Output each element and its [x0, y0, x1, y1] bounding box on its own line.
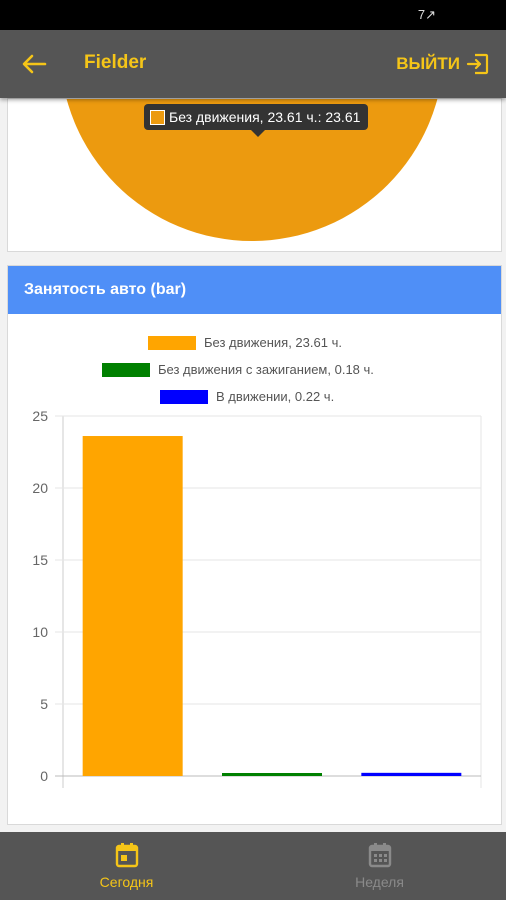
logout-icon — [466, 53, 489, 75]
y-tick-label: 15 — [32, 552, 48, 568]
bar-card-title: Занятость авто (bar) — [24, 281, 187, 298]
logout-button[interactable]: ВЫЙТИ — [396, 48, 490, 80]
legend-label-idle: Без движения, 23.61 ч. — [204, 335, 342, 350]
y-tick-label: 10 — [32, 624, 48, 640]
legend-item-moving[interactable]: В движении, 0.22 ч. — [160, 389, 334, 404]
arrow-left-icon — [22, 54, 47, 74]
nav-today-label: Сегодня — [99, 874, 154, 890]
calendar-week-icon — [368, 843, 391, 868]
legend-label-moving: В движении, 0.22 ч. — [216, 389, 335, 404]
legend-swatch-moving — [160, 389, 208, 404]
tooltip-arrow — [251, 130, 265, 137]
bottom-nav: Сегодня Неделя — [0, 832, 506, 900]
legend-item-idle[interactable]: Без движения, 23.61 ч. — [148, 335, 342, 350]
pie-chart-card: Без движения, 23.61 ч.: 23.61 — [7, 98, 502, 252]
y-tick-label: 20 — [32, 480, 48, 496]
back-button[interactable] — [16, 48, 52, 80]
nav-week[interactable]: Неделя — [253, 832, 506, 900]
nav-today[interactable]: Сегодня — [0, 832, 253, 900]
app-title: Fielder — [84, 52, 147, 73]
y-tick-label: 5 — [40, 696, 48, 712]
y-tick-label: 25 — [32, 408, 48, 424]
tooltip-text: Без движения, 23.61 ч.: 23.61 — [169, 109, 361, 125]
legend-swatch-idle-ignition — [102, 362, 150, 377]
bar-chart: 0 5 10 15 20 25 — [32, 408, 482, 788]
status-bar: 7↗ — [0, 0, 506, 30]
bar-chart-card: Занятость авто (bar) Без движения, 23.61… — [7, 265, 502, 825]
status-icons: 7↗ — [417, 7, 436, 22]
logout-label: ВЫЙТИ — [396, 54, 460, 73]
bar-card-header: Занятость авто (bar) — [8, 266, 501, 314]
legend-label-idle-ignition: Без движения с зажиганием, 0.18 ч. — [158, 362, 374, 377]
app-bar: Fielder ВЫЙТИ — [0, 30, 506, 98]
bar-1[interactable] — [222, 773, 322, 776]
nav-week-label: Неделя — [355, 874, 404, 890]
bar-2[interactable] — [361, 772, 462, 776]
y-tick-label: 0 — [40, 768, 48, 784]
bar-0[interactable] — [82, 436, 183, 776]
pie-tooltip: Без движения, 23.61 ч.: 23.61 — [144, 104, 369, 137]
legend-item-idle-ignition[interactable]: Без движения с зажиганием, 0.18 ч. — [102, 362, 374, 377]
calendar-today-icon — [115, 843, 138, 868]
legend-swatch-idle — [148, 335, 196, 350]
tooltip-swatch — [150, 109, 165, 125]
